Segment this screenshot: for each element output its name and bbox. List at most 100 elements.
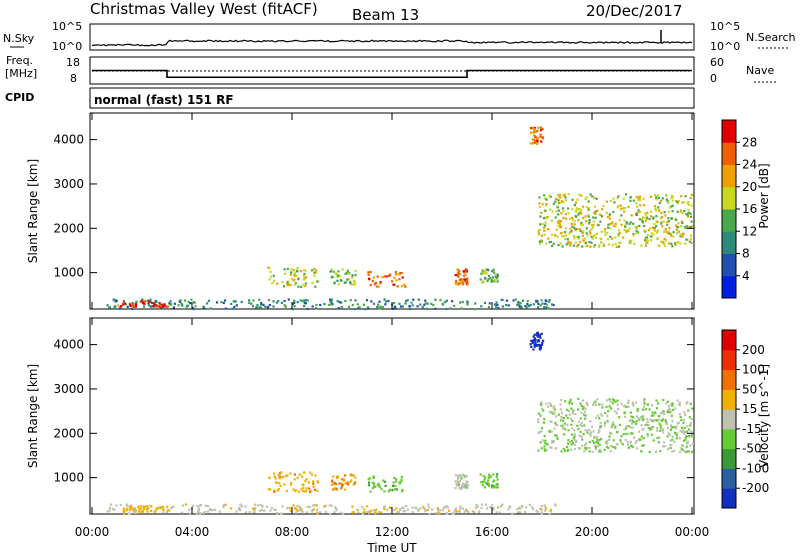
scatter-point-ground [162,307,165,310]
scatter-point-f-region [642,417,645,421]
scatter-point-ground [281,505,284,508]
scatter-point-f-region [559,403,562,406]
scatter-point-ground [365,299,369,302]
scatter-point-e-region-d [454,480,457,483]
scatter-point-f-region [562,209,565,213]
scatter-point-e-region-b [354,282,357,285]
scatter-point-f-region [650,210,653,213]
scatter-point-e-region-d [466,283,469,286]
scatter-point-ground [416,305,419,308]
scatter-point-f-region [661,197,664,200]
scatter-point-f-region [664,228,667,231]
scatter-point-f-region [674,427,677,430]
scatter-point-f-region [577,219,580,222]
scatter-point-e-region-a [302,471,306,474]
scatter-point-f-region [666,223,669,226]
scatter-point-f-region [566,449,569,452]
scatter-point-ground [301,299,304,302]
scatter-point-f-region [635,232,638,235]
scatter-point-ground [260,301,263,305]
scatter-point-e-region-c [380,488,383,491]
scatter-point-e-region-c [398,482,402,485]
scatter-point-f-region [549,240,552,244]
scatter-point-e-region-c [376,275,379,278]
scatter-point-f-region [638,199,642,202]
scatter-point-e-region-a [301,490,305,493]
scatter-point-e-region-e [483,486,486,489]
scatter-point-f-region [583,413,586,416]
scatter-point-ground [179,299,182,302]
scatter-point-ground [402,506,405,509]
noise-right-tick-top: 10^5 [710,20,740,33]
scatter-point-f-region [573,433,576,436]
scatter-point-ground [224,503,227,506]
scatter-point-e-region-a [296,267,299,270]
scatter-point-f-region [630,444,633,447]
scatter-point-f-region [646,238,649,241]
scatter-point-f-region [545,198,548,201]
scatter-point-ground [149,298,152,301]
scatter-point-f-region [588,446,591,450]
scatter-point-f-region [691,224,694,227]
scatter-point-f-region [669,433,672,436]
scatter-point-f-region [687,211,690,214]
scatter-point-f-region [660,222,663,225]
scatter-point-e-region-b [352,279,355,282]
scatter-point-patch-1 [159,304,162,308]
scatter-point-ground [311,510,314,513]
scatter-point-f-region [588,221,591,224]
scatter-point-f-region [573,435,576,438]
scatter-point-ground [143,305,146,308]
x-tick-label: 00:00 [75,525,110,539]
colorbar-swatch [722,448,736,469]
scatter-point-ground [501,503,504,506]
scatter-point-f-region [541,223,544,226]
scatter-point-e-region-a [274,477,277,480]
scatter-point-e-region-e [483,478,486,481]
scatter-point-e-region-c [382,479,385,482]
scatter-point-f-region [538,196,541,199]
scatter-point-ground [491,504,494,507]
scatter-point-f-region [686,442,689,445]
scatter-point-f-region [646,418,649,421]
time-x-axis: 00:00 04:00 08:00 12:00 16:00 20:00 00:00 [75,113,709,539]
scatter-point-ground [114,305,117,308]
scatter-point-f-region [670,234,673,237]
scatter-point-f-region [652,233,655,236]
scatter-point-e-region-a [302,283,305,286]
scatter-point-f-region [539,223,542,226]
scatter-point-e-region-c [384,484,387,487]
scatter-point-ground [252,507,255,510]
scatter-point-e-region-a [307,487,311,490]
scatter-point-f-region [608,217,612,220]
scatter-point-f-region [545,204,548,207]
scatter-point-e-region-d [466,487,469,490]
scatter-point-high-burst [530,339,533,342]
scatter-point-f-region [643,402,646,405]
scatter-point-ground [196,505,199,508]
scatter-point-f-region [563,433,566,436]
scatter-point-e-region-c [401,488,404,491]
scatter-point-f-region [581,223,584,227]
scatter-point-high-burst [539,133,542,136]
scatter-point-ground [516,511,519,514]
scatter-point-f-region [669,428,673,431]
scatter-point-ground [387,300,390,303]
scatter-point-f-region [679,233,682,236]
scatter-point-ground [540,508,543,511]
scatter-point-ground [409,308,412,311]
scatter-point-f-region [609,223,612,226]
scatter-point-e-region-e [491,276,495,279]
scatter-point-e-region-d [466,279,469,282]
velocity-scatter [106,331,694,516]
scatter-point-f-region [691,442,694,445]
scatter-point-f-region [581,444,584,447]
scatter-point-e-region-a [297,490,300,493]
scatter-point-e-region-c [394,272,398,275]
scatter-point-ground [298,509,302,512]
scatter-point-e-region-b [337,283,340,286]
scatter-point-ground [501,305,505,308]
scatter-point-e-region-e [487,483,490,486]
scatter-point-ground [430,302,433,305]
scatter-point-high-burst [530,345,533,348]
